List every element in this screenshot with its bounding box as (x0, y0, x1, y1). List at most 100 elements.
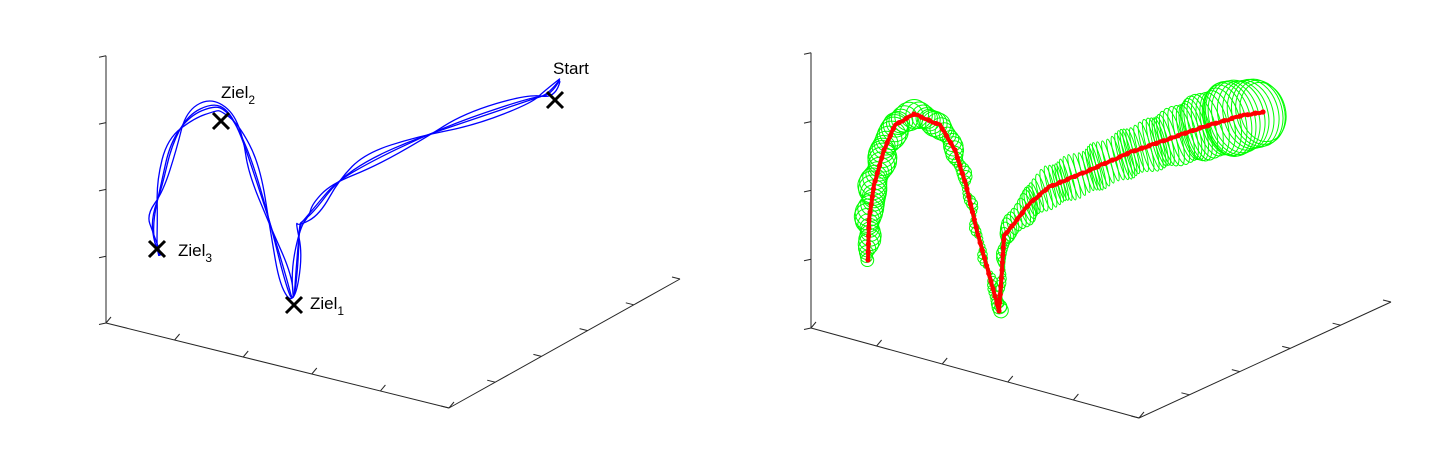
mean-point (1237, 113, 1243, 119)
mean-point (1050, 182, 1056, 189)
x-marker-ziel2 (211, 111, 231, 131)
y-tick (1130, 415, 1140, 419)
mean-point (1221, 118, 1227, 124)
mean-point (911, 111, 917, 117)
mean-point (948, 140, 954, 146)
variance-ellipse (867, 156, 893, 182)
mean-point (866, 225, 872, 231)
y-tick (1332, 322, 1341, 326)
mean-point (1009, 223, 1015, 229)
mean-point (1117, 154, 1123, 160)
mean-point (952, 147, 958, 153)
mean-point (954, 155, 961, 161)
y-tick (1231, 369, 1240, 373)
variance-ellipse (860, 253, 875, 268)
mean-point (998, 275, 1005, 281)
mean-point (1190, 127, 1196, 134)
mean-point (896, 120, 902, 126)
y-axis-line (448, 278, 681, 409)
y-tick (1181, 392, 1190, 396)
mean-point (1019, 210, 1025, 216)
marker-label: Ziel2 (221, 83, 255, 107)
x-tick (174, 333, 180, 341)
mean-point (1139, 145, 1145, 151)
mean-point (866, 217, 872, 223)
mean-point (1004, 230, 1010, 236)
mean-point (870, 186, 877, 192)
mean-point (1168, 135, 1174, 141)
mean-point (977, 240, 983, 246)
mean-point (1205, 123, 1211, 129)
mean-point (939, 125, 945, 132)
variance-ellipse (860, 191, 885, 217)
variance-ellipse (858, 174, 888, 204)
z-tick (803, 189, 812, 193)
mean-point (865, 241, 872, 247)
marker-label-text: Start (553, 59, 589, 78)
mean-point (1087, 167, 1093, 173)
mean-point (988, 278, 994, 284)
mean-point (933, 120, 939, 127)
mean-point (981, 255, 988, 261)
mean-point (876, 162, 883, 169)
marker-label-subscript: 1 (337, 304, 344, 318)
trajectory-line (152, 79, 561, 299)
mean-point (1030, 197, 1036, 203)
x-tick (1007, 375, 1014, 383)
z-tick (98, 55, 107, 58)
axes-panel-2 (803, 52, 1392, 419)
variance-ellipse (915, 107, 938, 130)
mean-point (971, 217, 977, 223)
mean-point (975, 232, 981, 238)
variance-ellipse (859, 167, 888, 196)
variance-ellipse (1016, 197, 1032, 228)
x-marker-ziel1 (284, 295, 304, 315)
mean-point (1260, 109, 1266, 115)
z-tick (98, 188, 107, 192)
mean-point (964, 186, 970, 192)
mean-point (872, 178, 878, 184)
mean-point (865, 249, 871, 255)
y-tick (625, 302, 634, 306)
x-tick (1138, 411, 1145, 419)
y-tick (440, 405, 450, 409)
mean-point (865, 257, 871, 263)
trajectory-line (151, 79, 561, 299)
z-tick (98, 322, 107, 325)
x-tick (311, 367, 318, 375)
mean-point (1124, 151, 1130, 157)
mean-point (1109, 157, 1115, 163)
variance-ellipse (911, 104, 936, 129)
mean-point (1079, 170, 1086, 176)
mean-point (1252, 110, 1258, 116)
mean-point (887, 133, 893, 139)
mean-point (1043, 187, 1049, 193)
mean-point (881, 147, 887, 153)
mean-point (968, 201, 974, 207)
z-tick (98, 122, 107, 125)
mean-point (1065, 176, 1071, 182)
mean-point (1072, 173, 1078, 179)
mean-point (890, 125, 897, 132)
variance-ellipse (875, 125, 903, 153)
y-tick (1282, 345, 1291, 349)
mean-point (869, 194, 875, 200)
axes-panel-1 (98, 55, 681, 409)
marker-label-subscript: 2 (248, 93, 255, 107)
x-tick (242, 350, 249, 358)
x-tick (105, 316, 112, 324)
mean-point (999, 267, 1005, 273)
mean-point (943, 133, 950, 139)
variance-ellipse (860, 179, 887, 206)
marker-label-text: Ziel (221, 83, 248, 102)
z-tick (98, 255, 107, 259)
variance-ellipse (871, 134, 896, 159)
y-tick (487, 379, 496, 383)
x-tick (810, 321, 817, 329)
mean-point (1161, 138, 1167, 144)
variance-ellipses (853, 78, 1287, 319)
mean-point (986, 270, 992, 277)
mean-point (918, 114, 925, 120)
